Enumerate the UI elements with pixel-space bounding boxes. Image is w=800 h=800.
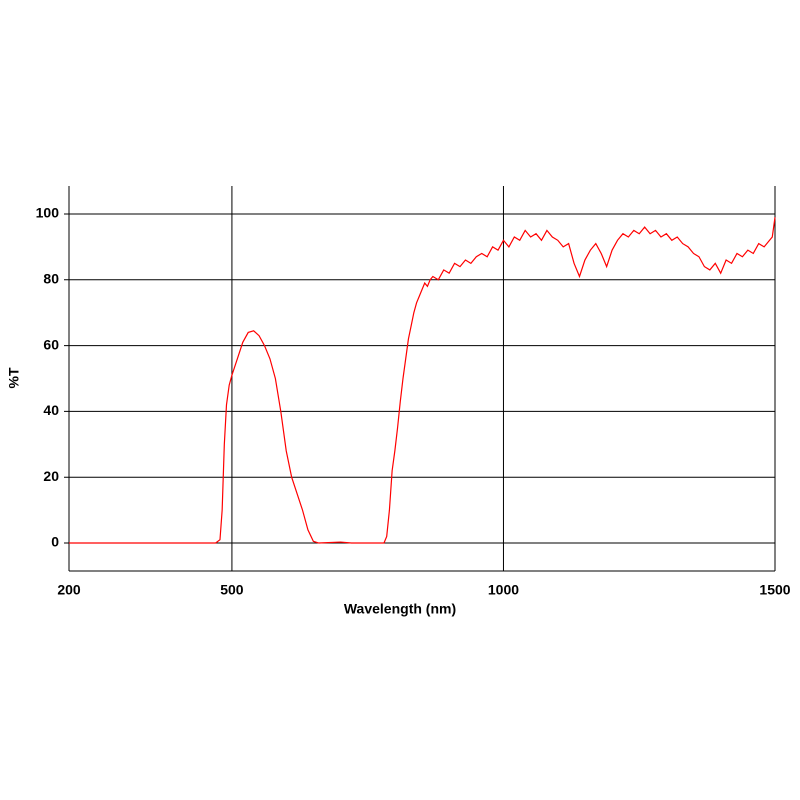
y-tick-label: 0 xyxy=(51,534,59,550)
y-tick-label: 20 xyxy=(43,468,59,484)
y-tick-label: 80 xyxy=(43,270,59,286)
y-tick-label: 60 xyxy=(43,336,59,352)
x-tick-label: 1000 xyxy=(488,582,519,598)
x-tick-label: 500 xyxy=(220,582,244,598)
y-tick-label: 100 xyxy=(36,205,60,221)
x-tick-label: 200 xyxy=(57,582,81,598)
data-line xyxy=(69,217,776,544)
y-tick-label: 40 xyxy=(43,402,59,418)
x-axis-label: Wavelength (nm) xyxy=(344,601,456,617)
y-axis-label: %T xyxy=(6,367,22,388)
x-tick-label: 1500 xyxy=(759,582,790,598)
